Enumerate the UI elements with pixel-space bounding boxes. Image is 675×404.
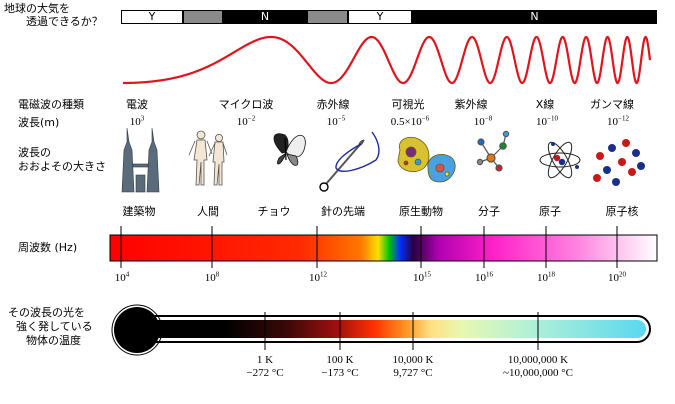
frequency-tick-label: 1018	[537, 270, 555, 284]
frequency-gradient-bar	[109, 234, 658, 262]
temperature-celsius: ~10,000,000 °C	[503, 367, 573, 379]
protozoa-icon	[397, 136, 456, 183]
frequency-tick-label: 1012	[309, 270, 327, 284]
atom-icon	[539, 141, 581, 179]
atmosphere-question-line2: 透過できるか？	[26, 15, 103, 28]
atmosphere-segment: N	[412, 10, 657, 24]
frequency-tick-label: 1020	[608, 270, 626, 284]
band-wavelength: 10−8	[473, 114, 493, 128]
atmosphere-segment	[307, 10, 348, 24]
band-name: マイクロ波	[218, 98, 274, 111]
frequency-tick-label: 1015	[413, 270, 431, 284]
atmosphere-segment	[183, 10, 223, 24]
frequency-ticks	[120, 226, 618, 268]
skyscraper-icon	[121, 127, 160, 193]
temperature-celsius: −173 °C	[321, 367, 359, 379]
band-wavelength: 103	[129, 114, 145, 128]
size-name: 原生動物	[399, 205, 443, 218]
wavelength-row-label: 波長(m)	[18, 116, 60, 129]
band-row-label: 電磁波の種類	[18, 98, 84, 111]
wave-chirp-curve	[123, 35, 652, 85]
size-name: 原子	[539, 205, 561, 218]
band-wavelength: 10−12	[607, 114, 629, 128]
size-name: チョウ	[257, 205, 291, 218]
butterfly-icon	[273, 133, 306, 166]
band-wavelength: 10−5	[326, 114, 346, 128]
band-name: ガンマ線	[590, 98, 634, 111]
atmosphere-segment: N	[223, 10, 307, 24]
atmosphere-segment: Y	[121, 10, 183, 24]
frequency-label: 周波数 (Hz)	[18, 241, 78, 254]
temperature-label-line3: 物体の温度	[26, 334, 81, 347]
humans-icon	[188, 130, 228, 186]
temperature-celsius: −272 °C	[246, 367, 284, 379]
band-name: X線	[535, 98, 555, 111]
molecule-icon	[476, 130, 510, 172]
atmosphere-question-line1: 地球の大気を	[4, 2, 70, 15]
size-label-line2: おおよその大きさ	[18, 160, 106, 173]
nucleus-icon	[593, 139, 645, 186]
band-name: 赤外線	[316, 98, 350, 111]
thermometer	[111, 304, 651, 356]
size-name: 人間	[197, 205, 219, 218]
frequency-tick-label: 1016	[475, 270, 493, 284]
band-name: 可視光	[391, 98, 425, 111]
frequency-tick-label: 104	[114, 270, 130, 284]
temperature-kelvin: 1 K	[256, 354, 274, 366]
needle-icon	[319, 131, 380, 192]
temperature-kelvin: 100 K	[326, 354, 354, 366]
temperature-kelvin: 10,000 K	[392, 354, 434, 366]
size-label-line1: 波長の	[18, 146, 51, 159]
band-name: 紫外線	[454, 98, 488, 111]
temperature-celsius: 9,727 °C	[393, 367, 433, 379]
size-name: 建築物	[122, 205, 156, 218]
band-wavelength: 10−10	[536, 114, 558, 128]
size-name: 針の先端	[321, 205, 365, 218]
atmosphere-segment: Y	[348, 10, 412, 24]
frequency-tick-label: 108	[204, 270, 220, 284]
temperature-label-line1: その波長の光を	[8, 306, 85, 319]
band-wavelength: 10−2	[236, 114, 256, 128]
band-name: 電波	[126, 98, 148, 111]
size-name: 分子	[478, 205, 500, 218]
temperature-ticks	[264, 312, 539, 350]
temperature-kelvin: 10,000,000 K	[507, 354, 569, 366]
temperature-label-line2: 強く発している	[16, 320, 93, 333]
size-name: 原子核	[605, 205, 639, 218]
band-wavelength: 0.5×10−6	[390, 114, 430, 128]
